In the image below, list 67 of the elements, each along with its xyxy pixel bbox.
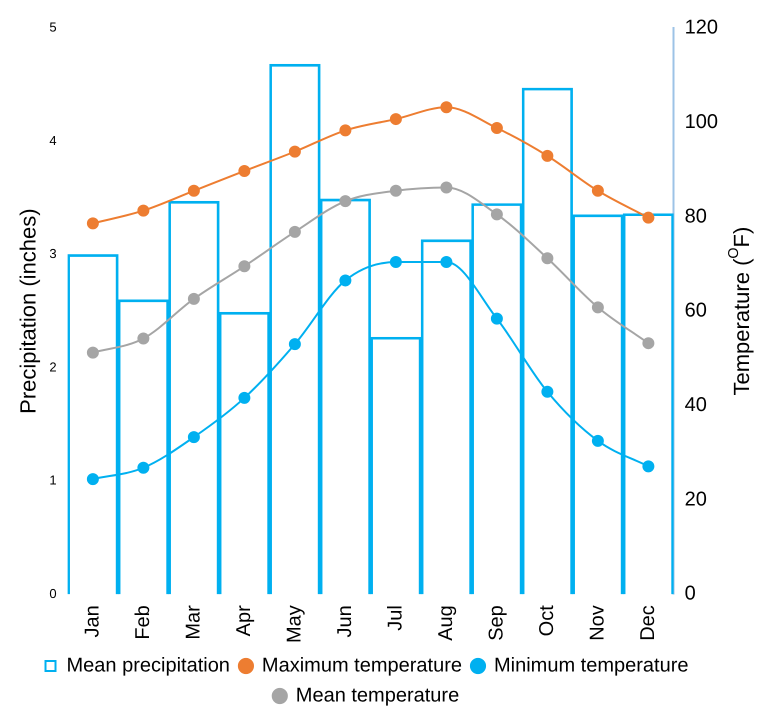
x-tick-label: May [283, 605, 306, 644]
point [440, 181, 452, 194]
point [440, 256, 452, 268]
y-tick-label: 4 [49, 132, 57, 148]
x-tick-label: Aug [434, 605, 457, 641]
x-tick-label: Jan [81, 605, 104, 638]
y-tick-label: 5 [49, 20, 57, 35]
point [390, 184, 402, 197]
point [541, 386, 554, 398]
legend-label: Mean temperature [296, 684, 460, 707]
point [642, 460, 654, 472]
point [642, 337, 654, 350]
point [642, 212, 654, 224]
y2-tick-label: 80 [684, 205, 707, 228]
y-tick-label: 1 [49, 472, 57, 488]
point [188, 292, 200, 305]
y2-tick-label: 100 [684, 110, 718, 133]
x-tick-label: Mar [182, 604, 204, 640]
point [592, 434, 604, 447]
point [339, 195, 352, 208]
x-tick-label: Oct [536, 604, 558, 636]
point [490, 122, 503, 134]
x-tick-label: Sep [485, 605, 508, 641]
point [137, 204, 150, 217]
point [541, 252, 554, 264]
point [390, 113, 402, 126]
point [238, 392, 250, 404]
y2-tick-label: 20 [684, 488, 707, 510]
point [592, 184, 604, 197]
x-tick-label: Nov [586, 605, 608, 641]
point [137, 462, 150, 474]
point [490, 312, 503, 325]
point [288, 338, 301, 350]
point [188, 184, 200, 197]
y2-tick-label: 60 [684, 300, 707, 322]
point [339, 274, 352, 286]
y2-tick-label: 120 [684, 16, 718, 39]
legend-label: Maximum temperature [262, 654, 462, 677]
x-tick-label: Apr [232, 604, 255, 636]
point [188, 431, 200, 444]
y-tick-label: 2 [49, 359, 57, 374]
point [592, 301, 604, 314]
x-tick-label: Feb [132, 605, 154, 640]
y-axis-title: Precipitation (inches) [15, 208, 40, 414]
point [238, 164, 250, 177]
point [440, 101, 452, 114]
y2-axis-title: Temperature (OF) [726, 226, 754, 396]
y2-tick-label: 40 [684, 394, 707, 416]
y2-tick-label: 0 [684, 582, 696, 605]
point [288, 146, 301, 158]
point [238, 260, 250, 272]
legend-label: Minimum temperature [494, 654, 689, 677]
point [339, 124, 352, 136]
x-tick-label: Dec [636, 605, 659, 641]
point [86, 473, 99, 486]
point [86, 346, 99, 359]
legend-label: Mean precipitation [66, 654, 230, 677]
y-tick-label: 3 [49, 246, 57, 262]
point [490, 208, 503, 220]
point [137, 332, 150, 344]
x-tick-label: Jul [384, 605, 406, 631]
point [390, 256, 402, 268]
y-tick-label: 0 [49, 586, 57, 601]
x-tick-label: Jun [334, 605, 356, 638]
point [86, 217, 99, 230]
point [541, 150, 554, 162]
point [288, 226, 301, 238]
